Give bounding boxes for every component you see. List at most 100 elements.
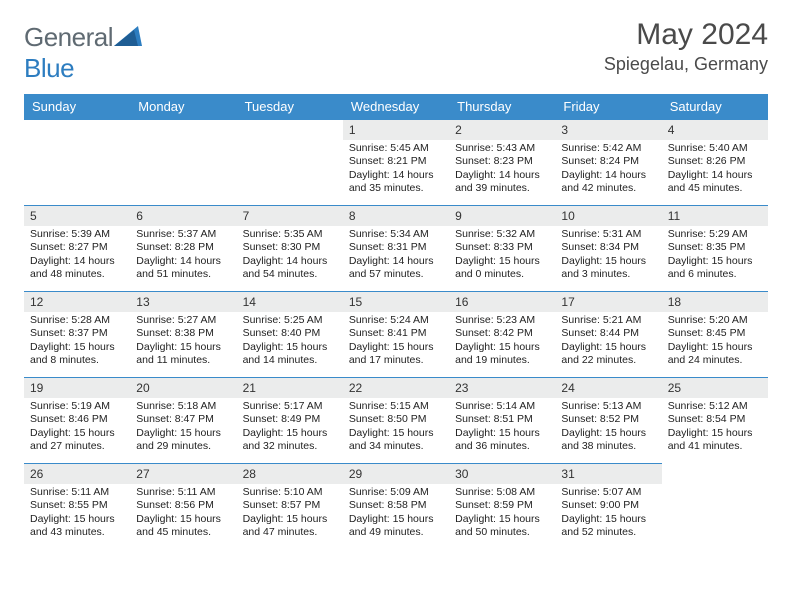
calendar-week-row: 5Sunrise: 5:39 AMSunset: 8:27 PMDaylight… xyxy=(24,206,768,292)
calendar-cell: 11Sunrise: 5:29 AMSunset: 8:35 PMDayligh… xyxy=(662,206,768,292)
day-details: Sunrise: 5:13 AMSunset: 8:52 PMDaylight:… xyxy=(555,398,661,458)
day-details: Sunrise: 5:39 AMSunset: 8:27 PMDaylight:… xyxy=(24,226,130,286)
logo-text: GeneralBlue xyxy=(24,22,142,84)
day-details: Sunrise: 5:35 AMSunset: 8:30 PMDaylight:… xyxy=(237,226,343,286)
calendar-cell xyxy=(24,120,130,206)
day-number: 31 xyxy=(555,464,661,484)
day-details: Sunrise: 5:21 AMSunset: 8:44 PMDaylight:… xyxy=(555,312,661,372)
calendar-cell: 4Sunrise: 5:40 AMSunset: 8:26 PMDaylight… xyxy=(662,120,768,206)
day-number: 15 xyxy=(343,292,449,312)
day-details: Sunrise: 5:32 AMSunset: 8:33 PMDaylight:… xyxy=(449,226,555,286)
calendar-table: SundayMondayTuesdayWednesdayThursdayFrid… xyxy=(24,94,768,550)
calendar-week-row: 12Sunrise: 5:28 AMSunset: 8:37 PMDayligh… xyxy=(24,292,768,378)
calendar-cell: 21Sunrise: 5:17 AMSunset: 8:49 PMDayligh… xyxy=(237,378,343,464)
day-number: 2 xyxy=(449,120,555,140)
calendar-cell: 17Sunrise: 5:21 AMSunset: 8:44 PMDayligh… xyxy=(555,292,661,378)
logo-word1: General xyxy=(24,22,113,52)
day-number: 20 xyxy=(130,378,236,398)
day-number: 18 xyxy=(662,292,768,312)
day-details: Sunrise: 5:27 AMSunset: 8:38 PMDaylight:… xyxy=(130,312,236,372)
month-title: May 2024 xyxy=(604,18,768,52)
day-number: 5 xyxy=(24,206,130,226)
weekday-header: Saturday xyxy=(662,94,768,120)
day-details: Sunrise: 5:12 AMSunset: 8:54 PMDaylight:… xyxy=(662,398,768,458)
weekday-header: Monday xyxy=(130,94,236,120)
day-number: 9 xyxy=(449,206,555,226)
day-number: 27 xyxy=(130,464,236,484)
day-details: Sunrise: 5:07 AMSunset: 9:00 PMDaylight:… xyxy=(555,484,661,544)
day-details: Sunrise: 5:08 AMSunset: 8:59 PMDaylight:… xyxy=(449,484,555,544)
day-details: Sunrise: 5:40 AMSunset: 8:26 PMDaylight:… xyxy=(662,140,768,200)
day-number: 6 xyxy=(130,206,236,226)
calendar-cell: 16Sunrise: 5:23 AMSunset: 8:42 PMDayligh… xyxy=(449,292,555,378)
calendar-page: GeneralBlue May 2024 Spiegelau, Germany … xyxy=(0,0,792,550)
day-number: 30 xyxy=(449,464,555,484)
day-number: 3 xyxy=(555,120,661,140)
calendar-cell: 8Sunrise: 5:34 AMSunset: 8:31 PMDaylight… xyxy=(343,206,449,292)
calendar-cell: 19Sunrise: 5:19 AMSunset: 8:46 PMDayligh… xyxy=(24,378,130,464)
calendar-cell: 29Sunrise: 5:09 AMSunset: 8:58 PMDayligh… xyxy=(343,464,449,550)
day-number: 24 xyxy=(555,378,661,398)
weekday-header: Sunday xyxy=(24,94,130,120)
header: GeneralBlue May 2024 Spiegelau, Germany xyxy=(24,18,768,84)
weekday-header: Thursday xyxy=(449,94,555,120)
day-details: Sunrise: 5:17 AMSunset: 8:49 PMDaylight:… xyxy=(237,398,343,458)
day-number: 11 xyxy=(662,206,768,226)
day-number: 4 xyxy=(662,120,768,140)
calendar-cell: 22Sunrise: 5:15 AMSunset: 8:50 PMDayligh… xyxy=(343,378,449,464)
day-number: 19 xyxy=(24,378,130,398)
logo-word2: Blue xyxy=(24,53,74,83)
day-details: Sunrise: 5:20 AMSunset: 8:45 PMDaylight:… xyxy=(662,312,768,372)
calendar-cell: 20Sunrise: 5:18 AMSunset: 8:47 PMDayligh… xyxy=(130,378,236,464)
day-details: Sunrise: 5:37 AMSunset: 8:28 PMDaylight:… xyxy=(130,226,236,286)
calendar-week-row: 26Sunrise: 5:11 AMSunset: 8:55 PMDayligh… xyxy=(24,464,768,550)
calendar-cell xyxy=(662,464,768,550)
day-details: Sunrise: 5:19 AMSunset: 8:46 PMDaylight:… xyxy=(24,398,130,458)
calendar-cell: 28Sunrise: 5:10 AMSunset: 8:57 PMDayligh… xyxy=(237,464,343,550)
calendar-cell: 12Sunrise: 5:28 AMSunset: 8:37 PMDayligh… xyxy=(24,292,130,378)
calendar-cell: 9Sunrise: 5:32 AMSunset: 8:33 PMDaylight… xyxy=(449,206,555,292)
day-number: 29 xyxy=(343,464,449,484)
weekday-header: Friday xyxy=(555,94,661,120)
calendar-cell: 31Sunrise: 5:07 AMSunset: 9:00 PMDayligh… xyxy=(555,464,661,550)
weekday-header: Wednesday xyxy=(343,94,449,120)
calendar-cell: 6Sunrise: 5:37 AMSunset: 8:28 PMDaylight… xyxy=(130,206,236,292)
day-number: 23 xyxy=(449,378,555,398)
day-number: 16 xyxy=(449,292,555,312)
weekday-header: Tuesday xyxy=(237,94,343,120)
calendar-cell: 7Sunrise: 5:35 AMSunset: 8:30 PMDaylight… xyxy=(237,206,343,292)
calendar-cell xyxy=(130,120,236,206)
day-details: Sunrise: 5:45 AMSunset: 8:21 PMDaylight:… xyxy=(343,140,449,200)
day-details: Sunrise: 5:09 AMSunset: 8:58 PMDaylight:… xyxy=(343,484,449,544)
day-number: 25 xyxy=(662,378,768,398)
calendar-cell: 25Sunrise: 5:12 AMSunset: 8:54 PMDayligh… xyxy=(662,378,768,464)
day-details: Sunrise: 5:23 AMSunset: 8:42 PMDaylight:… xyxy=(449,312,555,372)
day-details: Sunrise: 5:28 AMSunset: 8:37 PMDaylight:… xyxy=(24,312,130,372)
calendar-cell: 15Sunrise: 5:24 AMSunset: 8:41 PMDayligh… xyxy=(343,292,449,378)
day-details: Sunrise: 5:24 AMSunset: 8:41 PMDaylight:… xyxy=(343,312,449,372)
day-number: 7 xyxy=(237,206,343,226)
day-details: Sunrise: 5:42 AMSunset: 8:24 PMDaylight:… xyxy=(555,140,661,200)
day-details: Sunrise: 5:29 AMSunset: 8:35 PMDaylight:… xyxy=(662,226,768,286)
day-number: 1 xyxy=(343,120,449,140)
day-number: 8 xyxy=(343,206,449,226)
calendar-cell: 27Sunrise: 5:11 AMSunset: 8:56 PMDayligh… xyxy=(130,464,236,550)
calendar-cell: 30Sunrise: 5:08 AMSunset: 8:59 PMDayligh… xyxy=(449,464,555,550)
day-details: Sunrise: 5:11 AMSunset: 8:56 PMDaylight:… xyxy=(130,484,236,544)
calendar-cell: 24Sunrise: 5:13 AMSunset: 8:52 PMDayligh… xyxy=(555,378,661,464)
calendar-cell: 10Sunrise: 5:31 AMSunset: 8:34 PMDayligh… xyxy=(555,206,661,292)
day-details: Sunrise: 5:25 AMSunset: 8:40 PMDaylight:… xyxy=(237,312,343,372)
location: Spiegelau, Germany xyxy=(604,54,768,75)
day-details: Sunrise: 5:10 AMSunset: 8:57 PMDaylight:… xyxy=(237,484,343,544)
calendar-cell: 26Sunrise: 5:11 AMSunset: 8:55 PMDayligh… xyxy=(24,464,130,550)
logo: GeneralBlue xyxy=(24,22,142,84)
day-details: Sunrise: 5:15 AMSunset: 8:50 PMDaylight:… xyxy=(343,398,449,458)
day-number: 17 xyxy=(555,292,661,312)
day-number: 13 xyxy=(130,292,236,312)
calendar-cell: 14Sunrise: 5:25 AMSunset: 8:40 PMDayligh… xyxy=(237,292,343,378)
day-number: 21 xyxy=(237,378,343,398)
calendar-cell: 1Sunrise: 5:45 AMSunset: 8:21 PMDaylight… xyxy=(343,120,449,206)
day-number: 28 xyxy=(237,464,343,484)
calendar-cell: 2Sunrise: 5:43 AMSunset: 8:23 PMDaylight… xyxy=(449,120,555,206)
calendar-week-row: 1Sunrise: 5:45 AMSunset: 8:21 PMDaylight… xyxy=(24,120,768,206)
